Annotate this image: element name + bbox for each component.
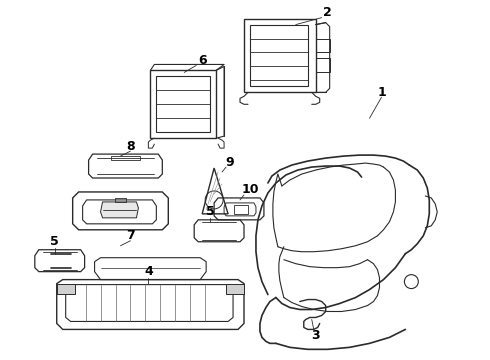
Polygon shape — [100, 202, 138, 218]
Polygon shape — [57, 284, 74, 293]
Text: 1: 1 — [377, 86, 386, 99]
Text: 5: 5 — [50, 235, 59, 248]
Text: 2: 2 — [323, 6, 332, 19]
Polygon shape — [226, 284, 244, 293]
Text: 7: 7 — [126, 229, 135, 242]
Text: 10: 10 — [241, 184, 259, 197]
Text: 4: 4 — [144, 265, 153, 278]
Text: 9: 9 — [226, 156, 234, 168]
Text: 6: 6 — [198, 54, 206, 67]
Text: 5: 5 — [206, 205, 215, 219]
Text: 3: 3 — [312, 329, 320, 342]
Text: 8: 8 — [126, 140, 135, 153]
